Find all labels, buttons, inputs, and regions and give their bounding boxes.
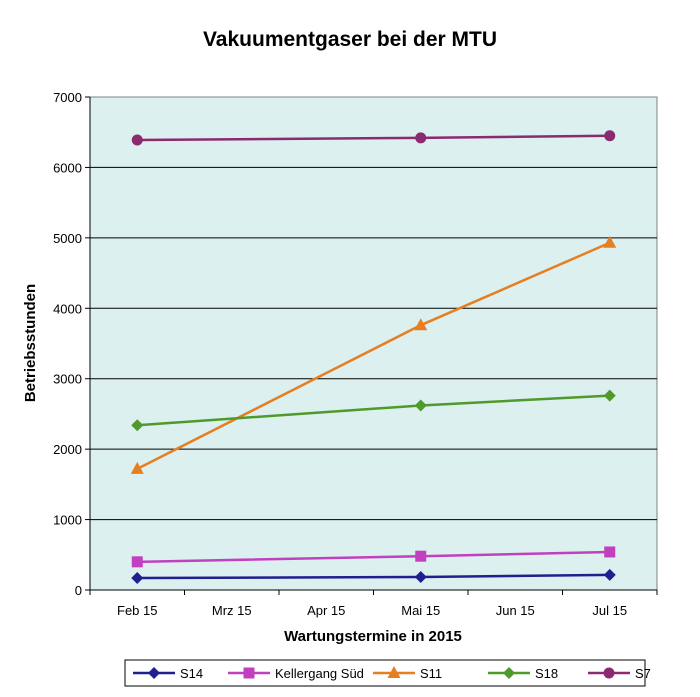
y-tick-label: 7000 [53, 90, 82, 105]
data-point [604, 130, 616, 142]
x-tick-label: Apr 15 [307, 603, 345, 618]
data-point [415, 132, 427, 144]
data-point [415, 550, 427, 562]
data-point [603, 235, 617, 248]
legend-item: S11 [373, 666, 442, 681]
x-tick-label: Mrz 15 [212, 603, 252, 618]
legend-label: S18 [535, 666, 558, 681]
chart-title: Vakuumentgaser bei der MTU [202, 28, 498, 51]
axes: 0 1000 2000 3000 4000 5000 6000 7000 Feb 15 Mrz 1… [53, 90, 658, 618]
data-point [131, 556, 143, 568]
y-tick-label: 2000 [53, 442, 82, 457]
y-tick-label: 3000 [53, 372, 82, 387]
y-tick-label: 6000 [53, 160, 82, 175]
legend-item: S7 [588, 666, 651, 681]
grid-lines [90, 166, 657, 521]
series-1 [131, 546, 616, 568]
legend-marker [387, 666, 401, 678]
data-point [131, 419, 144, 432]
legend-item: Kellergang Süd [228, 666, 364, 681]
data-point [414, 318, 428, 331]
data-point [604, 546, 616, 558]
data-point [414, 399, 427, 412]
legend-item: S18 [488, 666, 558, 681]
legend-label: S11 [420, 666, 442, 681]
plot-area [89, 96, 658, 591]
series-4 [131, 130, 616, 146]
x-tick-label: Mai 15 [401, 603, 440, 618]
series-2 [130, 235, 617, 474]
data-point [603, 568, 616, 581]
series-0 [131, 568, 616, 585]
data-point [603, 389, 616, 402]
y-tick-label: 1000 [53, 513, 82, 528]
legend-marker [243, 667, 255, 679]
series-3 [131, 389, 616, 432]
y-axis-title: Betriebsstunden [22, 284, 39, 402]
legend-marker [503, 667, 515, 679]
legend-label: S14 [180, 666, 203, 681]
data-point [130, 461, 144, 474]
data-point [131, 572, 144, 585]
y-tick-label: 0 [75, 583, 82, 598]
y-tick-label: 4000 [53, 301, 82, 316]
x-tick-label: Jun 15 [496, 603, 535, 618]
legend: S14 Kellergang Süd S11 S18 S7 [124, 659, 651, 687]
x-tick-label: Jul 15 [592, 603, 627, 618]
y-tick-label: 5000 [53, 231, 82, 246]
legend-marker [148, 667, 160, 679]
series-group [130, 130, 617, 585]
legend-label: S7 [635, 666, 651, 681]
data-point [131, 134, 143, 146]
legend-item: S14 [133, 666, 203, 681]
x-tick-label: Feb 15 [117, 603, 157, 618]
legend-marker [603, 667, 615, 679]
x-axis-title: Wartungstermine in 2015 [284, 628, 462, 645]
legend-label: Kellergang Süd [275, 666, 364, 681]
data-point [414, 570, 427, 583]
